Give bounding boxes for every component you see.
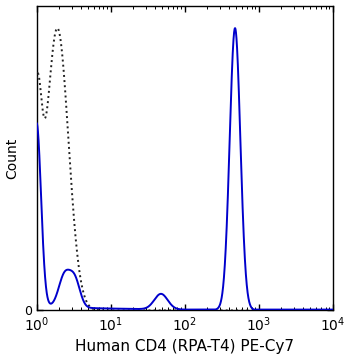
Y-axis label: Count: Count <box>6 138 20 179</box>
X-axis label: Human CD4 (RPA-T4) PE-Cy7: Human CD4 (RPA-T4) PE-Cy7 <box>75 339 294 355</box>
